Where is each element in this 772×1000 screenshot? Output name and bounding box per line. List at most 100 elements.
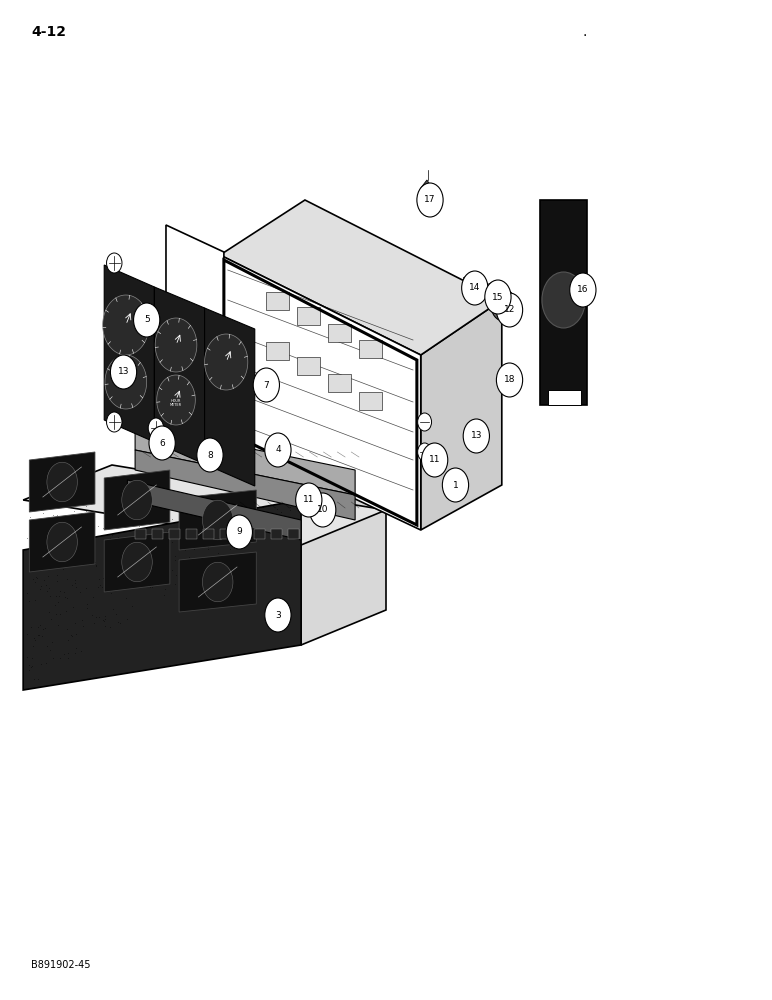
Text: 17: 17 — [425, 196, 435, 205]
Polygon shape — [421, 300, 502, 530]
Polygon shape — [220, 200, 502, 355]
Text: 18: 18 — [504, 375, 515, 384]
Polygon shape — [179, 552, 256, 612]
Circle shape — [265, 433, 291, 467]
Text: 16: 16 — [577, 286, 588, 294]
Polygon shape — [29, 512, 95, 572]
Polygon shape — [205, 334, 248, 390]
Circle shape — [485, 280, 511, 314]
FancyBboxPatch shape — [297, 357, 320, 375]
FancyBboxPatch shape — [359, 340, 382, 358]
Text: 10: 10 — [317, 506, 328, 514]
Circle shape — [499, 367, 516, 389]
FancyBboxPatch shape — [169, 529, 180, 539]
Circle shape — [122, 542, 152, 582]
Circle shape — [496, 363, 523, 397]
Polygon shape — [157, 375, 195, 425]
Circle shape — [491, 289, 516, 321]
Circle shape — [463, 419, 489, 453]
Circle shape — [107, 253, 122, 273]
FancyBboxPatch shape — [288, 529, 299, 539]
Polygon shape — [548, 390, 581, 405]
Polygon shape — [166, 225, 224, 432]
Circle shape — [107, 412, 122, 432]
FancyBboxPatch shape — [186, 529, 197, 539]
Polygon shape — [103, 295, 149, 355]
Text: 4-12: 4-12 — [31, 25, 66, 39]
Text: 5: 5 — [144, 316, 150, 324]
Circle shape — [498, 298, 509, 312]
Circle shape — [47, 462, 77, 502]
Polygon shape — [23, 465, 386, 545]
Circle shape — [462, 271, 488, 305]
Circle shape — [141, 306, 155, 324]
FancyBboxPatch shape — [266, 342, 290, 360]
Polygon shape — [540, 200, 587, 405]
Polygon shape — [301, 465, 386, 645]
Polygon shape — [127, 480, 301, 540]
FancyBboxPatch shape — [297, 307, 320, 325]
Text: 14: 14 — [469, 284, 480, 292]
Circle shape — [122, 480, 152, 520]
FancyBboxPatch shape — [328, 374, 351, 392]
Polygon shape — [104, 470, 170, 530]
Circle shape — [197, 438, 223, 472]
Circle shape — [310, 493, 336, 527]
Polygon shape — [463, 272, 480, 285]
Circle shape — [253, 368, 279, 402]
Text: HOUR
METER: HOUR METER — [170, 399, 182, 407]
Text: 4: 4 — [275, 446, 281, 454]
FancyBboxPatch shape — [220, 529, 231, 539]
Polygon shape — [179, 490, 256, 550]
Text: 13: 13 — [118, 367, 129, 376]
Text: 1: 1 — [452, 481, 459, 489]
Polygon shape — [482, 282, 500, 295]
Polygon shape — [23, 500, 301, 690]
Circle shape — [202, 562, 233, 602]
Polygon shape — [135, 425, 355, 495]
FancyBboxPatch shape — [328, 324, 351, 342]
Text: 11: 11 — [303, 495, 314, 504]
Polygon shape — [135, 450, 355, 520]
Circle shape — [296, 483, 322, 517]
Circle shape — [265, 598, 291, 632]
Circle shape — [417, 183, 443, 217]
Circle shape — [148, 418, 164, 438]
Circle shape — [134, 303, 160, 337]
Circle shape — [570, 273, 596, 307]
Circle shape — [298, 493, 312, 511]
Text: 6: 6 — [159, 438, 165, 448]
Circle shape — [422, 443, 448, 477]
FancyBboxPatch shape — [135, 529, 146, 539]
Text: 3: 3 — [275, 610, 281, 619]
Polygon shape — [29, 452, 95, 512]
Circle shape — [202, 500, 233, 540]
Polygon shape — [220, 255, 421, 530]
Text: 8: 8 — [207, 450, 213, 460]
Polygon shape — [105, 355, 147, 409]
Circle shape — [442, 468, 469, 502]
Circle shape — [149, 426, 175, 460]
Text: 7: 7 — [263, 380, 269, 389]
Text: 9: 9 — [236, 528, 242, 536]
Text: 15: 15 — [493, 292, 503, 302]
Polygon shape — [104, 265, 154, 442]
Circle shape — [542, 272, 585, 328]
Circle shape — [47, 522, 77, 562]
FancyBboxPatch shape — [359, 392, 382, 410]
Text: .: . — [583, 25, 587, 39]
Polygon shape — [421, 180, 432, 195]
FancyBboxPatch shape — [152, 529, 163, 539]
Polygon shape — [154, 287, 205, 464]
Text: 11: 11 — [429, 456, 440, 464]
Text: 12: 12 — [504, 306, 515, 314]
Circle shape — [418, 443, 432, 461]
Polygon shape — [104, 532, 170, 592]
Text: B891902-45: B891902-45 — [31, 960, 90, 970]
Circle shape — [226, 515, 252, 549]
Circle shape — [110, 355, 137, 389]
FancyBboxPatch shape — [254, 529, 265, 539]
Polygon shape — [155, 318, 197, 372]
Text: 13: 13 — [471, 432, 482, 440]
FancyBboxPatch shape — [271, 529, 282, 539]
